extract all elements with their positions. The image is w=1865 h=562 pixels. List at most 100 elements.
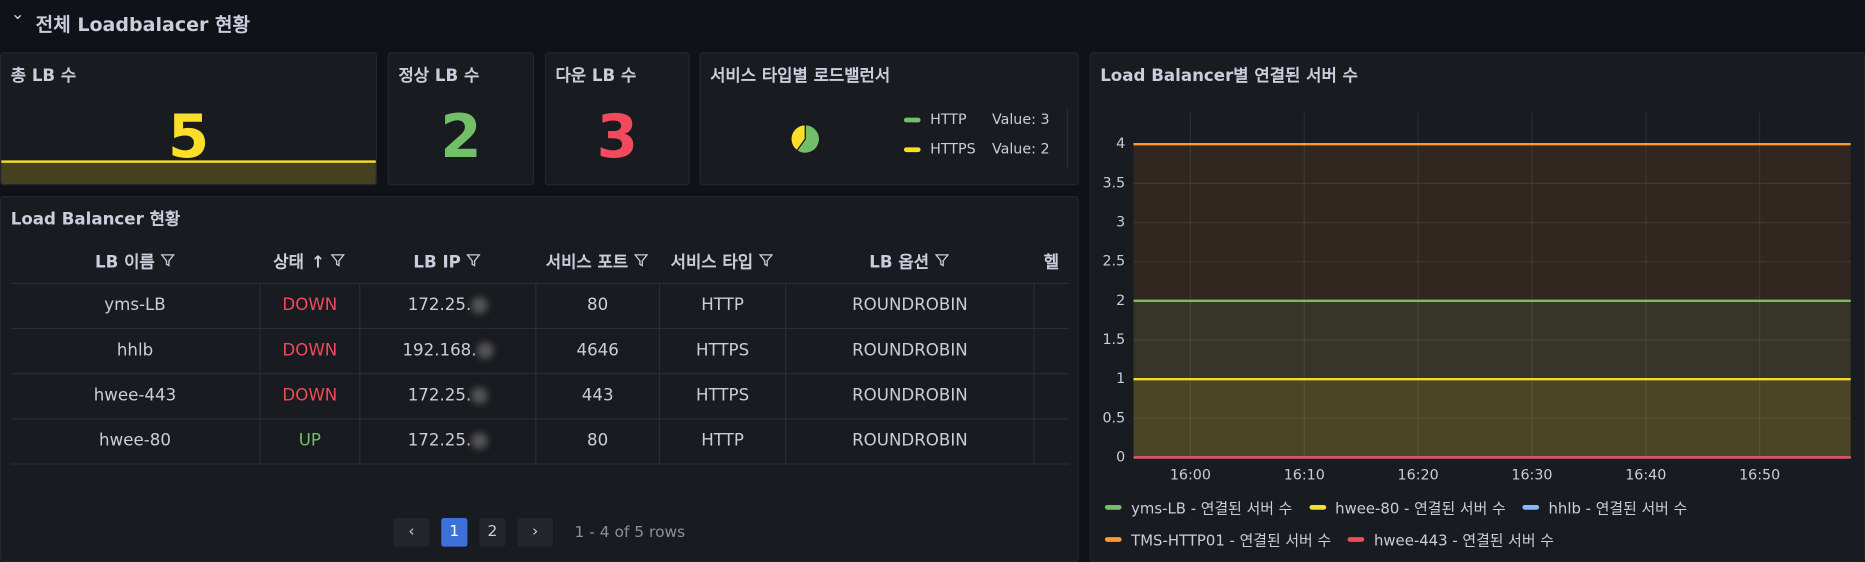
cell-text: 443: [581, 386, 614, 406]
filter-icon[interactable]: [934, 242, 950, 282]
cell-text: 80: [587, 431, 609, 451]
cell-text: DOWN: [282, 295, 338, 315]
filter-icon[interactable]: [330, 242, 346, 282]
table-cell: hwee-443: [10, 374, 260, 420]
masked-text: [471, 297, 488, 314]
table-cell: HTTP: [658, 419, 786, 465]
table-cell: ROUNDROBIN: [785, 283, 1034, 330]
filter-icon[interactable]: [633, 242, 649, 282]
table-cell: UP: [259, 419, 360, 465]
table-cell: hhlb: [10, 329, 260, 375]
sort-icon: ↑: [311, 253, 326, 273]
table: LB 이름 상태 ↑ LB IP 서비스 포트 서비스 타입 LB 옵션 헬 yms-LB DOW…: [10, 242, 1070, 465]
table-cell: HTTPS: [658, 329, 786, 375]
cell-text: 172.25.: [407, 386, 472, 406]
column-header[interactable]: LB 옵션: [785, 242, 1034, 284]
column-title: 헬: [1043, 253, 1060, 273]
column-header[interactable]: 서비스 포트: [535, 242, 659, 284]
table-cell: [1033, 374, 1070, 420]
pie-panel: 서비스 타입별 로드밸런서: [699, 52, 1079, 186]
masked-text: [471, 387, 488, 404]
stat-value: 5: [167, 102, 210, 172]
legend-swatch: [1522, 504, 1539, 510]
legend-swatch: [1104, 504, 1122, 510]
column-header[interactable]: 헬: [1033, 242, 1070, 284]
column-header[interactable]: 서비스 타입: [658, 242, 786, 284]
table-cell: hwee-80: [10, 419, 260, 465]
page-button[interactable]: 2: [479, 518, 506, 547]
legend-swatch: [1347, 536, 1365, 542]
cell-text: hwee-80: [99, 431, 171, 451]
next-page-button[interactable]: ›: [517, 518, 554, 547]
column-title: LB 이름: [95, 253, 155, 273]
table-cell: 80: [535, 283, 659, 330]
table-cell: [1033, 419, 1070, 465]
panel-title: Load Balancer 현황: [10, 210, 181, 230]
row-title[interactable]: 전체 Loadbalacer 현황: [35, 13, 251, 36]
table-cell: 172.25.: [359, 283, 536, 330]
cell-text: ROUNDROBIN: [852, 341, 968, 361]
cell-text: HTTP: [701, 295, 744, 315]
legend-label: TMS-HTTP01 - 연결된 서버 수: [1131, 531, 1332, 549]
panel-title: Load Balancer별 연결된 서버 수: [1100, 66, 1358, 86]
cell-text: ROUNDROBIN: [852, 386, 968, 406]
panel-title: 총 LB 수: [10, 66, 77, 86]
collapse-icon[interactable]: ⌄: [10, 4, 25, 24]
cell-text: HTTP: [701, 431, 744, 451]
stat-panel: 총 LB 수 5: [0, 52, 378, 186]
stat-value: 2: [440, 102, 482, 172]
panel-title: 서비스 타입별 로드밸런서: [710, 66, 891, 86]
cell-text: hhlb: [116, 341, 154, 361]
table-cell: HTTPS: [658, 374, 786, 420]
table-cell: 172.25.: [359, 374, 536, 420]
table-cell: DOWN: [259, 329, 360, 375]
table-cell: ROUNDROBIN: [785, 374, 1034, 420]
table-cell: 4646: [535, 329, 659, 375]
legend-label: hhlb - 연결된 서버 수: [1548, 499, 1688, 517]
legend-item[interactable]: TMS-HTTP01 - 연결된 서버 수: [1104, 528, 1332, 551]
filter-icon[interactable]: [758, 242, 774, 282]
column-header[interactable]: 상태 ↑: [259, 242, 360, 284]
column-title: 상태: [273, 253, 304, 273]
cell-text: 80: [587, 295, 609, 315]
cell-text: DOWN: [282, 386, 338, 406]
legend-divider: [1066, 108, 1069, 168]
filter-icon[interactable]: [160, 242, 176, 282]
legend-item[interactable]: yms-LB - 연결된 서버 수: [1104, 495, 1292, 518]
table-cell: ROUNDROBIN: [785, 419, 1034, 465]
cell-text: HTTPS: [695, 386, 750, 406]
cell-text: yms-LB: [104, 295, 166, 315]
column-header[interactable]: LB IP: [359, 242, 536, 284]
legend-swatch: [1104, 536, 1122, 542]
column-title: 서비스 타입: [670, 253, 754, 273]
cell-text: 4646: [576, 341, 619, 361]
legend-item[interactable]: hhlb - 연결된 서버 수: [1522, 495, 1687, 518]
stat-panel: 정상 LB 수 2: [387, 52, 535, 186]
column-title: LB IP: [413, 253, 461, 273]
legend-item[interactable]: hwee-80 - 연결된 서버 수: [1308, 495, 1506, 518]
table-cell: 172.25.: [359, 419, 536, 465]
page-button[interactable]: 1: [441, 518, 468, 547]
table-cell: [1033, 283, 1070, 330]
column-header[interactable]: LB 이름: [10, 242, 260, 284]
cell-text: 192.168.: [402, 341, 477, 361]
legend: yms-LB - 연결된 서버 수 hwee-80 - 연결된 서버 수 hhlb …: [1104, 495, 1854, 551]
filter-icon[interactable]: [466, 242, 482, 282]
cell-text: 172.25.: [407, 295, 472, 315]
stat-panel: 다운 LB 수 3: [544, 52, 690, 186]
table-cell: 80: [535, 419, 659, 465]
pagination: ‹ 1 2 › 1 - 4 of 5 rows: [393, 518, 685, 547]
table-panel: Load Balancer 현황 LB 이름 상태 ↑ LB IP 서비스 포트 서비스 …: [0, 196, 1079, 562]
timeseries-panel: Load Balancer별 연결된 서버 수 yms-LB - 연결된 서버 …: [1089, 52, 1865, 562]
table-cell: 443: [535, 374, 659, 420]
table-cell: DOWN: [259, 283, 360, 330]
panel-title: 다운 LB 수: [555, 66, 637, 86]
table-cell: 192.168.: [359, 329, 536, 375]
legend-item[interactable]: hwee-443 - 연결된 서버 수: [1347, 528, 1554, 551]
table-cell: yms-LB: [10, 284, 260, 330]
prev-page-button[interactable]: ‹: [393, 518, 430, 547]
legend-swatch: [1308, 504, 1326, 510]
cell-text: ROUNDROBIN: [852, 431, 968, 451]
cell-text: HTTPS: [695, 341, 750, 361]
